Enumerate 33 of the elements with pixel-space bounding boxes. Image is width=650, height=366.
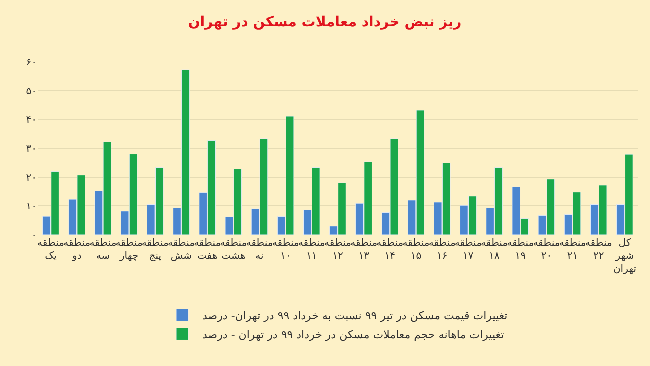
y-tick-label: ۳۰ [26,144,37,155]
y-tick-label: ۶۰ [26,58,37,68]
x-tick-label: منطقه ۱۲ [324,238,352,262]
legend-label: تغییرات ماهانه حجم معاملات مسکن در خرداد ۹۹ در تهران - درصد [202,328,504,342]
x-tick-label: منطقه ۱۶ [428,238,456,262]
x-tick-label: منطقه ۱۰ [272,238,300,262]
legend-label: تغییرات قیمت مسکن در تیر ۹۹ نسبت به خرداد ۹۹ در تهران- درصد [202,310,508,323]
x-tick-label: منطقه چهار [116,238,143,262]
y-tick-label: ۵۰ [26,86,37,98]
chart-title: ریز نبض خرداد معاملات مسکن در تهران [188,14,462,30]
x-tick-label: منطقه دو [64,238,91,262]
x-tick-label: کل شهر تهران [613,238,637,275]
x-tick-label: منطقه ۱۱ [298,238,326,262]
x-tick-label: منطقه نه [246,238,274,262]
x-tick-label: منطقه ۱۵ [402,238,430,262]
y-tick-label: ۲۰ [26,172,37,184]
x-tick-label: منطقه ۲۱ [559,238,586,262]
x-tick-label: منطقه ۲۰ [533,238,560,262]
x-tick-label: منطقه شش [168,238,195,262]
x-tick-label: منطقه ۱۴ [376,238,404,262]
x-tick-label: منطقه ۱۹ [507,238,534,262]
x-tick-label: منطقه ۱۸ [481,238,508,262]
x-tick-label: منطقه هفت [194,238,222,262]
x-tick-label: منطقه یک [38,238,65,262]
x-tick-label: منطقه پنج [142,238,169,262]
x-tick-label: منطقه ۱۳ [350,238,378,262]
x-tick-label: منطقه ۱۷ [454,238,482,262]
x-tick-label: منطقه هشت [220,238,248,262]
y-tick-label: ۱۰ [26,202,37,213]
y-tick-label: ۴۰ [26,115,37,126]
x-tick-label: منطقه ۲۲ [585,238,612,262]
y-tick-label: ۰ [32,230,37,242]
x-tick-label: منطقه سه [90,238,117,262]
